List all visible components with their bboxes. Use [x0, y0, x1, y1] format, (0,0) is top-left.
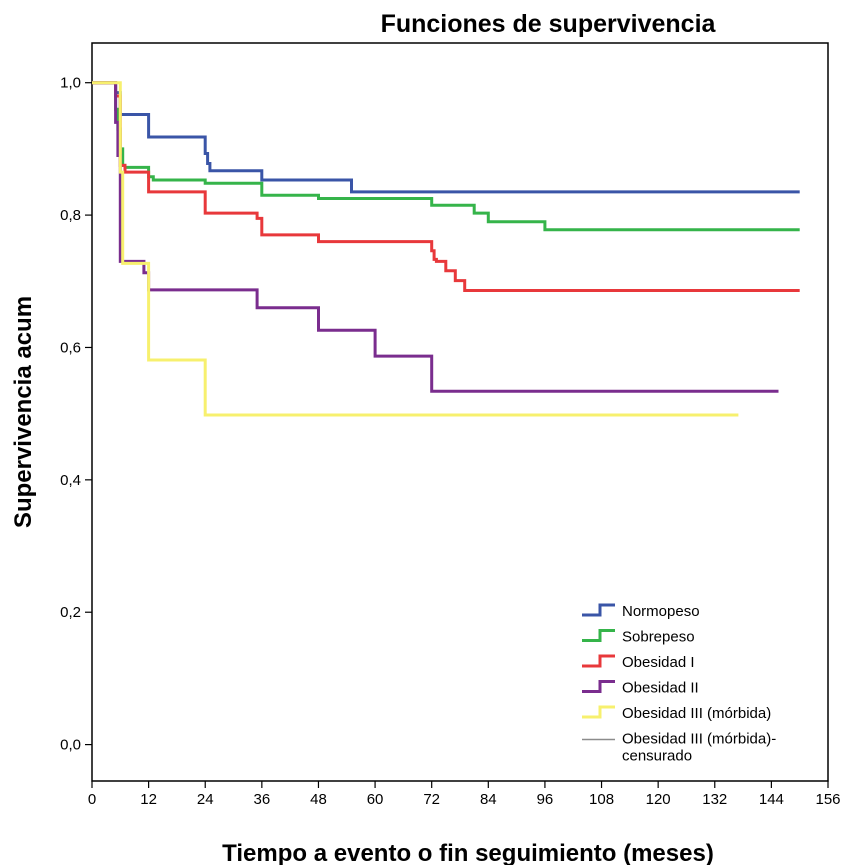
x-axis-label: Tiempo a evento o fin seguimiento (meses… [222, 840, 714, 865]
x-tick-label: 36 [254, 791, 271, 808]
x-tick-label: 0 [88, 791, 96, 808]
plot-frame [91, 42, 829, 782]
y-tick-label: 0,8 [60, 207, 81, 224]
legend-label: Obesidad III (mórbida)- [622, 731, 776, 748]
legend-label: Obesidad III (mórbida) [622, 705, 771, 722]
x-tick-label: 48 [310, 791, 327, 808]
y-tick-label: 1,0 [60, 75, 81, 92]
legend-label: Obesidad II [622, 680, 699, 697]
legend-label: Normopeso [622, 603, 700, 620]
series-line-obesidad-i [92, 81, 800, 292]
y-axis-label: Supervivencia acum [10, 296, 37, 528]
legend-label-line2: censurado [622, 748, 692, 765]
x-tick-label: 120 [646, 791, 671, 808]
legend-label: Sobrepeso [622, 629, 695, 646]
x-tick-label: 132 [702, 791, 727, 808]
series-line-obesidad-iii-m-rbida [92, 81, 739, 417]
x-tick-label: 156 [815, 791, 840, 808]
legend-swatch [582, 680, 615, 693]
y-tick-label: 0,4 [60, 472, 81, 489]
x-tick-label: 24 [197, 791, 214, 808]
legend-swatch [582, 705, 615, 719]
y-tick-label: 0,6 [60, 339, 81, 356]
legend: Normopeso Sobrepeso Obesidad I Obesidad II O… [582, 603, 776, 765]
y-tick-label: 0,2 [60, 604, 81, 621]
legend-swatch [582, 629, 615, 642]
x-tick-label: 96 [537, 791, 554, 808]
legend-swatch [582, 654, 615, 668]
x-tick-label: 12 [140, 791, 157, 808]
x-tick-label: 144 [759, 791, 784, 808]
x-tick-label: 60 [367, 791, 384, 808]
x-tick-label: 72 [423, 791, 440, 808]
chart-title: Funciones de supervivencia [381, 10, 717, 38]
axis-ticks: 0 12 24 36 48 60 72 84 96 108 120 132 144 156 0,0 0,2 0,… [60, 75, 840, 808]
legend-swatch [582, 603, 615, 617]
x-tick-label: 84 [480, 791, 497, 808]
series-lines [92, 81, 800, 417]
legend-label: Obesidad I [622, 654, 695, 671]
x-tick-label: 108 [589, 791, 614, 808]
y-tick-label: 0,0 [60, 737, 81, 754]
